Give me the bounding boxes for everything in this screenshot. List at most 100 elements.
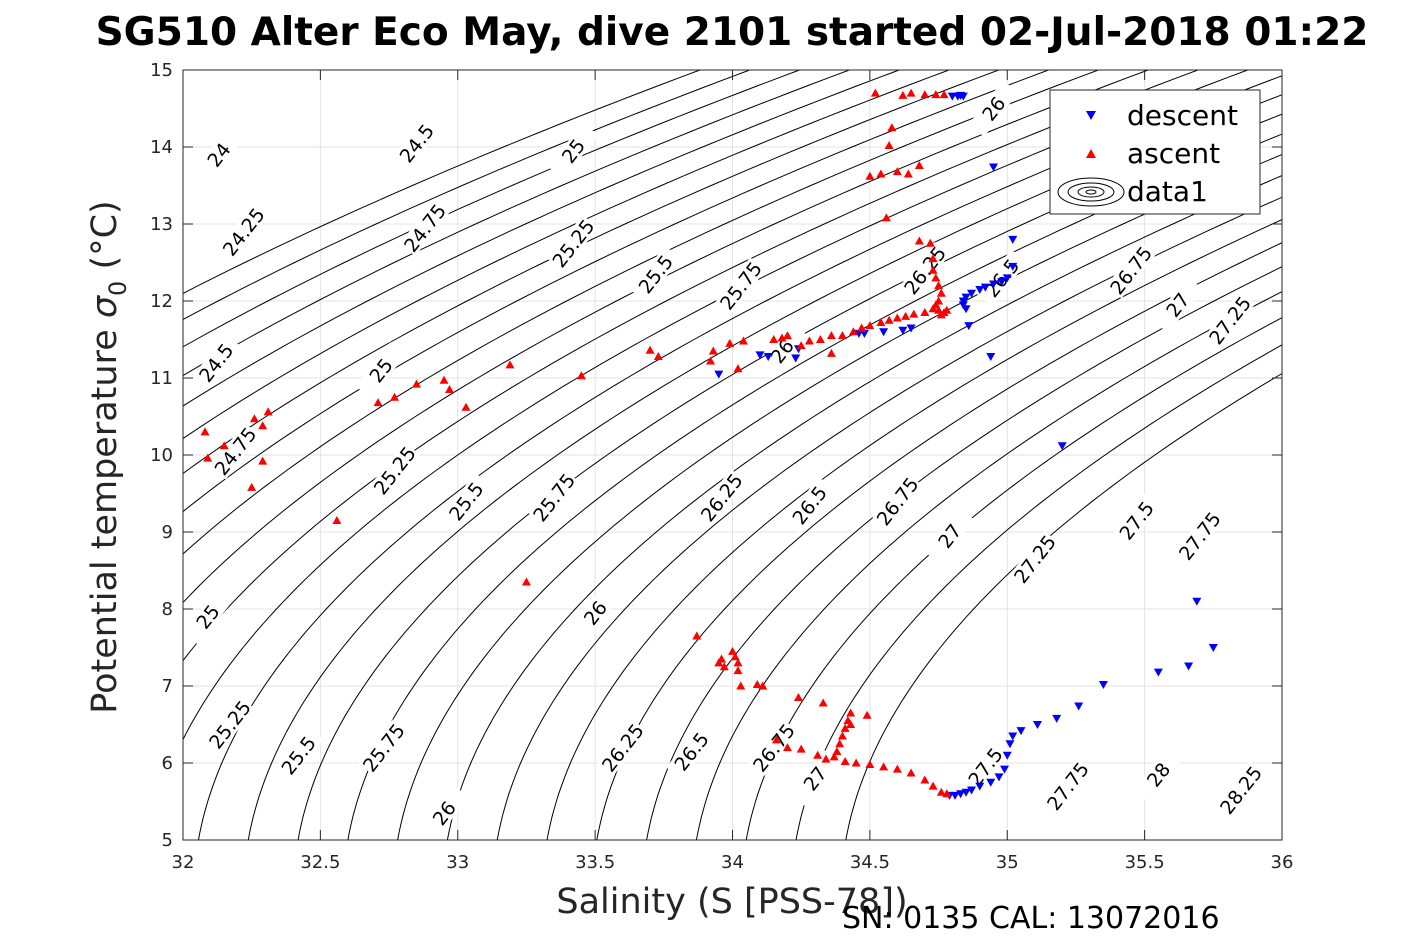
ascent-point: [870, 88, 880, 97]
descent-point: [714, 370, 724, 379]
isopycnal-label-bg: [418, 784, 470, 842]
ascent-point: [832, 746, 842, 755]
isopycnal-label-bg: [1174, 507, 1225, 565]
isopycnal-line: [446, 175, 1282, 840]
ascent-point: [898, 90, 908, 99]
y-tick-label: 6: [162, 753, 173, 774]
ascent-point: [521, 577, 531, 586]
isopycnal-line: [183, 70, 1150, 604]
ascent-point: [840, 756, 850, 765]
isopycnal-label-bg: [182, 588, 233, 645]
descent-point: [1032, 721, 1042, 729]
isopycnal-label-bg: [872, 472, 923, 530]
ascent-point: [884, 140, 894, 149]
legend-contour-icon: [1057, 177, 1125, 207]
sigma-symbol: σ: [85, 294, 125, 318]
descent-point: [1000, 765, 1010, 774]
ascent-point: [258, 456, 268, 465]
ascent-point: [928, 254, 938, 263]
ascent-point: [576, 371, 586, 380]
isopycnal-label-bg: [696, 469, 747, 526]
isopycnal-label-bg: [440, 472, 492, 530]
ascent-point: [782, 743, 792, 752]
ascent-point: [936, 288, 946, 297]
ascent-point: [733, 666, 743, 675]
isopycnal-label-bg: [570, 584, 621, 642]
descent-point: [997, 278, 1007, 287]
x-tick-label: 32.5: [300, 852, 340, 873]
ascent-point: [692, 631, 702, 640]
x-tick-label: 33: [446, 852, 469, 873]
descent-point: [906, 324, 916, 333]
x-tick-label: 35.5: [1125, 852, 1165, 873]
ascent-point: [851, 758, 861, 767]
ascent-point: [818, 698, 828, 707]
isopycnal-label-bg: [190, 334, 242, 391]
isopycnal-label-bg: [210, 422, 261, 480]
ascent-point: [881, 213, 891, 222]
ascent-point: [840, 723, 850, 732]
ascent-point: [725, 338, 735, 347]
ascent-point: [920, 90, 930, 99]
ascent-point: [258, 421, 268, 430]
isopycnal-line: [183, 70, 1001, 475]
y-tick-label: 9: [162, 522, 173, 543]
ascent-point: [909, 309, 919, 318]
descent-point: [755, 351, 765, 360]
ascent-point: [928, 781, 938, 790]
ascent-point: [782, 331, 792, 340]
ascent-point: [752, 679, 762, 688]
isopycnal-label-bg: [899, 241, 950, 299]
ascent-point: [887, 123, 897, 132]
ascent-point: [920, 308, 930, 317]
isopycnal-label-bg: [1111, 492, 1162, 549]
ascent-point: [857, 323, 867, 332]
legend-box: [1049, 89, 1261, 215]
y-tick-label: 14: [150, 137, 173, 158]
ascent-point: [769, 335, 779, 343]
isopycnal-label-bg: [369, 442, 420, 499]
isopycnal-line: [183, 70, 702, 294]
isopycnal-label-bg: [666, 723, 717, 780]
ascent-point: [804, 336, 814, 345]
ascent-point: [865, 171, 875, 180]
isopycnal-line: [795, 344, 1282, 840]
ascent-point: [730, 652, 740, 661]
ascent-point: [876, 318, 886, 327]
ascent-point: [203, 453, 213, 462]
ascent-point: [914, 236, 924, 245]
ascent-point: [815, 335, 825, 343]
isopycnal-line: [197, 75, 1282, 840]
ascent-point: [906, 768, 916, 777]
ascent-point: [738, 336, 748, 345]
isopycnal-line: [183, 70, 951, 440]
ascent-point: [439, 375, 449, 384]
ascent-point: [445, 385, 455, 394]
descent-point: [854, 329, 864, 338]
legend-descent-label: descent: [1127, 99, 1238, 132]
y-tick-label: 11: [150, 368, 173, 389]
ascent-point: [942, 305, 952, 314]
data-series: [200, 88, 1218, 800]
ascent-point: [373, 398, 383, 407]
isopycnal-label-bg: [715, 257, 766, 314]
descent-point: [986, 778, 996, 787]
descent-point: [980, 283, 990, 292]
ascent-point: [884, 315, 894, 324]
y-tick-label: 5: [162, 830, 173, 851]
descent-point: [1057, 442, 1067, 451]
descent-point: [989, 280, 999, 289]
descent-point: [1016, 727, 1026, 736]
sigma-subscript: 0: [104, 281, 132, 296]
ascent-point: [931, 90, 941, 99]
ascent-point: [736, 681, 746, 690]
isopycnal-label-bg: [528, 469, 580, 526]
legend-ascent-label: ascent: [1127, 137, 1220, 170]
ascent-point: [653, 351, 663, 360]
ascent-point: [865, 321, 875, 330]
serial-calibration-note: SN: 0135 CAL: 13072016: [842, 901, 1220, 936]
x-tick-label: 35: [996, 852, 1019, 873]
isopycnal-line: [183, 70, 801, 348]
isopycnal-label-bg: [1133, 746, 1184, 803]
ascent-point: [936, 310, 946, 319]
